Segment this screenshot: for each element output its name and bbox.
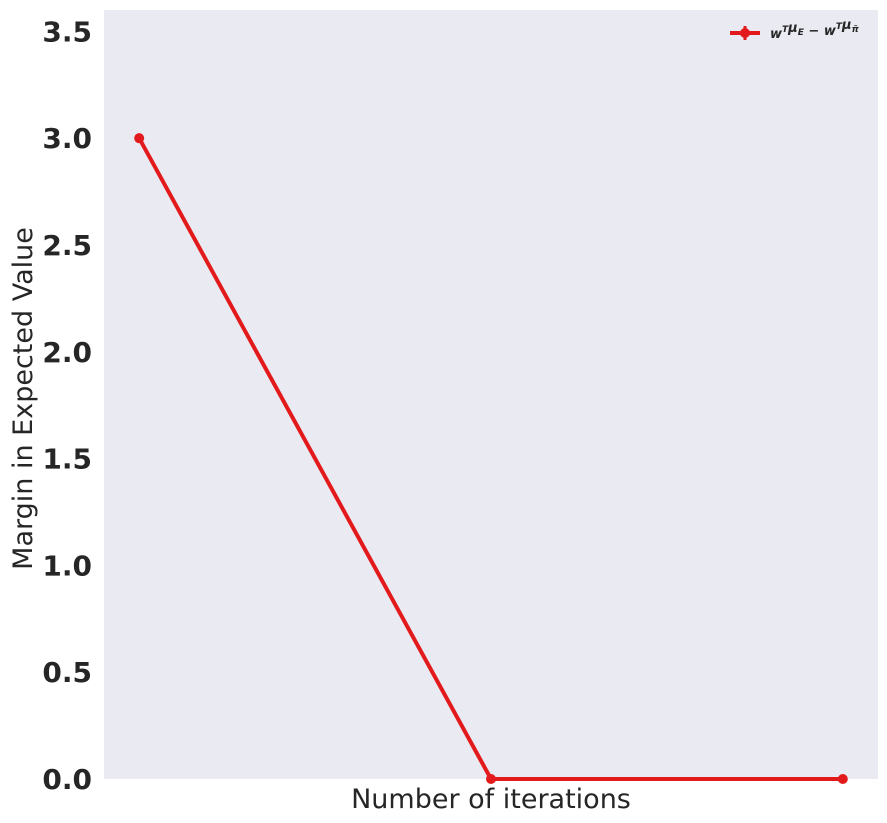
y-axis-label: Margin in Expected Value <box>8 227 39 570</box>
y-tick-label: 0.5 <box>42 656 92 689</box>
y-tick-label: 3.0 <box>42 122 92 155</box>
legend-label-part: T <box>836 22 843 32</box>
legend-label-part: T <box>782 25 789 35</box>
legend-entry-label: wTμE − wTμπ̃ <box>770 18 860 42</box>
legend-label-part: − w <box>804 24 837 39</box>
y-tick-label: 2.5 <box>42 229 92 262</box>
legend-label-part: E <box>798 28 805 38</box>
y-tick-label: 3.5 <box>42 15 92 48</box>
plot-background <box>104 10 878 779</box>
y-tick-label: 1.0 <box>42 549 92 582</box>
y-tick-label: 1.5 <box>42 443 92 476</box>
y-tick-label: 0.0 <box>42 763 92 796</box>
y-tick-label: 2.0 <box>42 336 92 369</box>
legend-label-part: μ <box>787 21 798 36</box>
legend: wTμE − wTμπ̃ <box>730 18 860 42</box>
legend-label-part: μ <box>841 18 852 33</box>
data-point <box>837 774 848 784</box>
data-point <box>134 133 145 144</box>
x-axis-label: Number of iterations <box>351 784 631 815</box>
legend-label-part: π̃ <box>852 24 860 35</box>
series-layer <box>134 133 848 784</box>
legend-label-part: w <box>770 27 783 42</box>
data-point <box>486 774 496 784</box>
y-tick-labels: 0.0 0.5 1.0 1.5 2.0 2.5 3.0 3.5 <box>42 15 92 796</box>
